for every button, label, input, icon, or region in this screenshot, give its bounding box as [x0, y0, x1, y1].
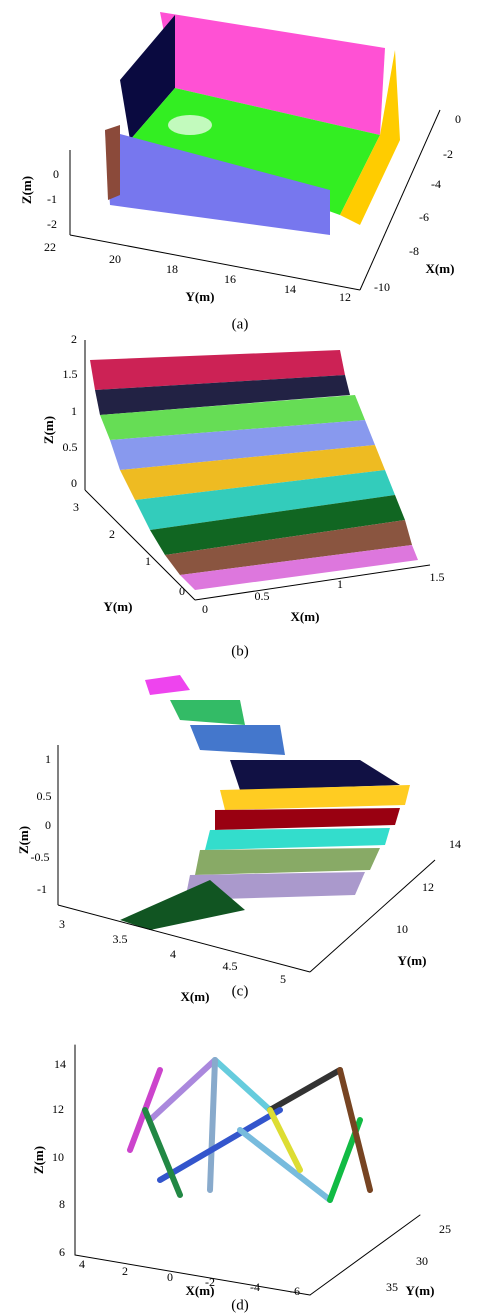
tick-label: -8 [409, 244, 419, 258]
tick-label: 16 [224, 272, 236, 286]
caption: (b) [231, 643, 249, 659]
axis-label: Y(m) [398, 953, 427, 968]
axis-label: X(m) [181, 989, 210, 1004]
tick-label: 25 [439, 1222, 451, 1236]
tick-label: 4 [79, 1257, 85, 1271]
point-cloud-b [85, 340, 430, 600]
tick-label: 2 [122, 1264, 128, 1278]
axis-label: Z(m) [19, 176, 34, 204]
tick-label: 1 [45, 752, 51, 766]
axis-label: Y(m) [186, 289, 215, 304]
tick-label: 14 [449, 837, 461, 851]
tick-label: 10 [52, 1150, 64, 1164]
tick-label: 35 [386, 1280, 398, 1294]
point-cloud-a [70, 12, 440, 290]
tick-label: -2 [205, 1275, 215, 1289]
tick-label: 5 [280, 972, 286, 986]
tick-label: 12 [52, 1102, 64, 1116]
axis-label: Z(m) [41, 416, 56, 444]
tick-label: -10 [374, 280, 390, 294]
axis-label: Z(m) [16, 826, 31, 854]
tick-label: 0 [179, 584, 185, 598]
axis-label: Y(m) [104, 599, 133, 614]
axis-label: Y(m) [406, 1283, 435, 1298]
caption: (d) [231, 1297, 249, 1313]
tick-label: -4 [431, 177, 441, 191]
tick-label: -2 [443, 147, 453, 161]
tick-label: 22 [44, 240, 56, 254]
tick-label: 6 [59, 1245, 65, 1259]
tick-label: 18 [166, 262, 178, 276]
tick-label: 1 [337, 577, 343, 591]
caption: (c) [232, 983, 249, 999]
tick-label: 4 [170, 947, 176, 961]
point-cloud-d [75, 1045, 420, 1295]
tick-label: 3 [73, 500, 79, 514]
figure: (a)Z(m)0-1-2Y(m)222018161412X(m)0-2-4-6-… [0, 0, 479, 1313]
point-cloud-c [58, 675, 435, 972]
tick-label: 0.5 [37, 789, 52, 803]
tick-label: -4 [250, 1280, 260, 1294]
axis-label: Z(m) [31, 1146, 46, 1174]
tick-label: 0.5 [63, 440, 78, 454]
axis-label: X(m) [291, 609, 320, 624]
tick-label: 1 [71, 404, 77, 418]
tick-label: 1.5 [63, 367, 78, 381]
axis-label: X(m) [426, 261, 455, 276]
tick-label: 0 [202, 602, 208, 616]
tick-label: -6 [290, 1284, 300, 1298]
tick-label: 3.5 [113, 932, 128, 946]
tick-label: 0 [53, 167, 59, 181]
tick-label: 1.5 [430, 570, 445, 584]
tick-label: 20 [109, 252, 121, 266]
tick-label: 0.5 [255, 589, 270, 603]
tick-label: 30 [416, 1254, 428, 1268]
tick-label: -1 [37, 882, 47, 896]
tick-label: -2 [47, 217, 57, 231]
tick-label: 2 [109, 527, 115, 541]
tick-label: 3 [59, 917, 65, 931]
tick-label: 1 [145, 554, 151, 568]
tick-label: 0 [455, 112, 461, 126]
tick-label: 4.5 [223, 959, 238, 973]
tick-label: -6 [419, 210, 429, 224]
tick-label: 2 [71, 332, 77, 346]
tick-label: 0 [71, 476, 77, 490]
tick-label: -1 [47, 192, 57, 206]
tick-label: 12 [339, 290, 351, 304]
tick-label: 14 [284, 282, 296, 296]
tick-label: 8 [59, 1197, 65, 1211]
caption: (a) [232, 316, 249, 332]
tick-label: -0.5 [31, 850, 50, 864]
tick-label: 10 [396, 922, 408, 936]
tick-label: 12 [422, 880, 434, 894]
tick-label: 0 [167, 1270, 173, 1284]
tick-label: 0 [45, 818, 51, 832]
tick-label: 14 [54, 1057, 66, 1071]
